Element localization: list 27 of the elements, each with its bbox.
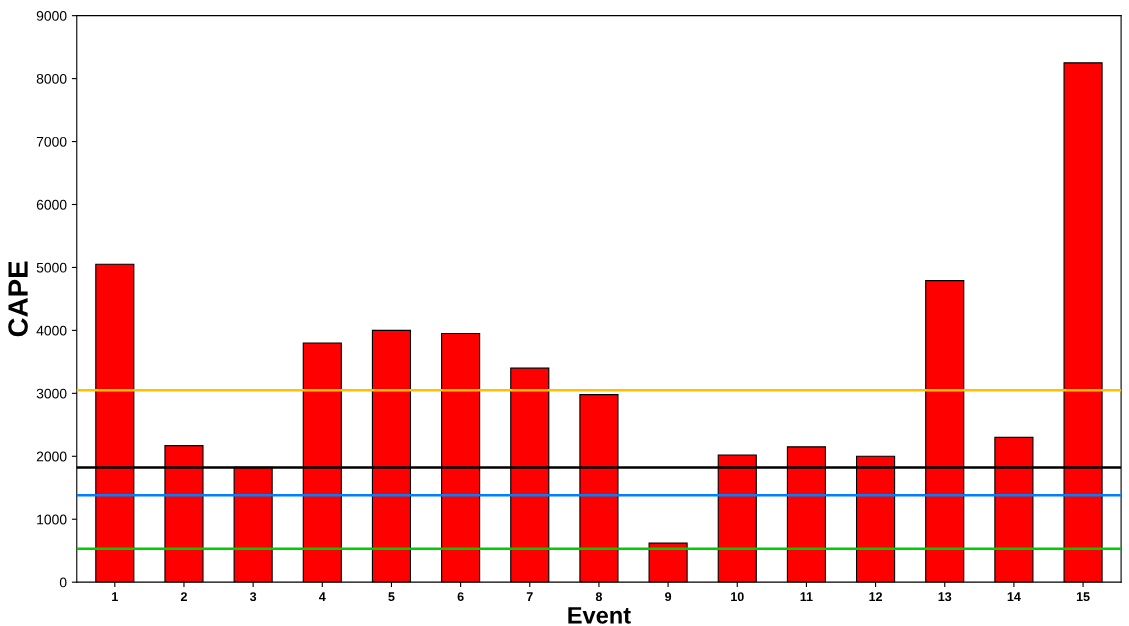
x-tick-label: 9 bbox=[665, 592, 672, 602]
y-tick-label: 2000 bbox=[36, 451, 67, 462]
x-tick-label: 3 bbox=[249, 592, 257, 602]
x-tick-label: 4 bbox=[319, 592, 326, 601]
x-tick-label: 12 bbox=[869, 592, 883, 601]
x-tick-label: 8 bbox=[595, 592, 603, 602]
y-tick-label: 9000 bbox=[36, 10, 67, 21]
y-tick-label: 1000 bbox=[37, 514, 67, 525]
x-tick-label: 6 bbox=[457, 592, 464, 602]
x-tick-label: 15 bbox=[1076, 592, 1090, 602]
y-tick-label: 5000 bbox=[36, 262, 67, 273]
y-tick-label: 7000 bbox=[36, 136, 67, 147]
x-tick-label: 14 bbox=[1007, 592, 1021, 601]
x-tick-label: 11 bbox=[800, 592, 813, 601]
y-tick-label: 0 bbox=[59, 577, 67, 588]
x-tick-label: 5 bbox=[388, 592, 395, 602]
y-tick-label: 8000 bbox=[36, 73, 67, 84]
x-tick-label: 7 bbox=[526, 592, 533, 601]
y-tick-label: 3000 bbox=[36, 388, 67, 399]
x-tick-label: 13 bbox=[938, 592, 952, 602]
y-axis-title: CAPE bbox=[8, 261, 28, 337]
y-tick-label: 4000 bbox=[36, 325, 67, 336]
y-tick-label: 6000 bbox=[36, 199, 67, 210]
x-axis-title: Event bbox=[568, 607, 631, 624]
x-tick-label: 1 bbox=[112, 592, 118, 601]
x-tick-label: 10 bbox=[731, 592, 744, 602]
x-tick-label: 2 bbox=[180, 592, 187, 601]
